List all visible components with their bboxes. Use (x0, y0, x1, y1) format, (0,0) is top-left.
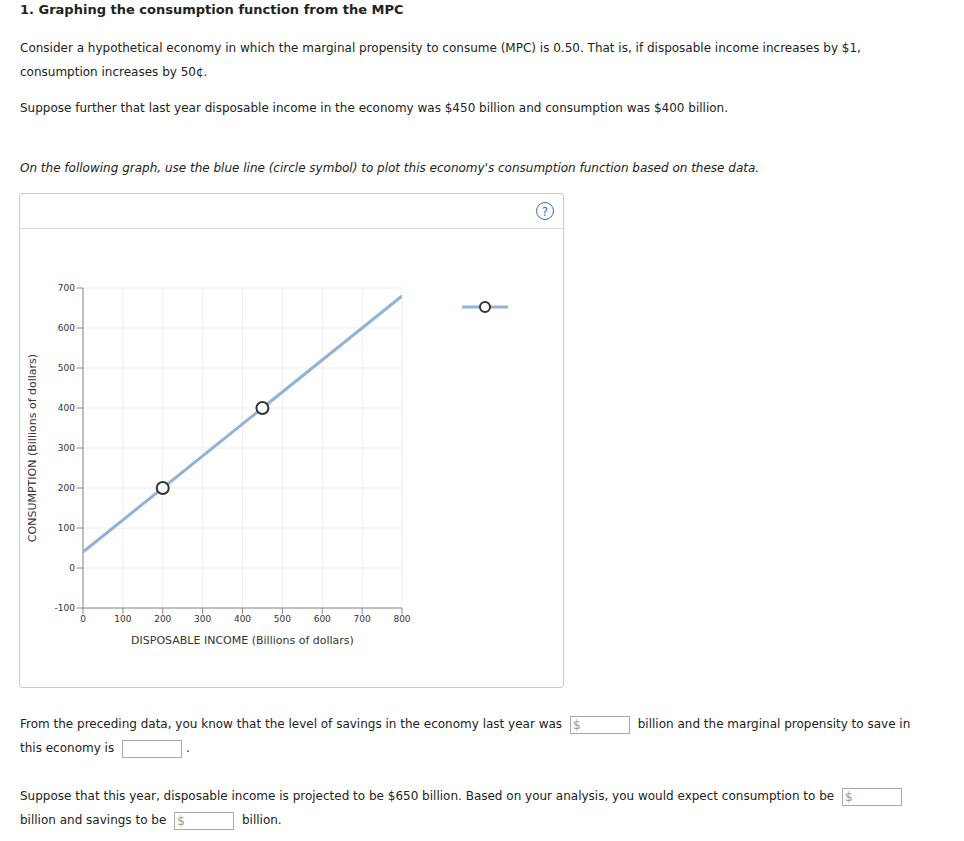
svg-text:100: 100 (58, 523, 75, 533)
svg-text:-100: -100 (55, 603, 76, 613)
svg-text:300: 300 (194, 614, 211, 624)
svg-text:300: 300 (58, 443, 75, 453)
svg-text:200: 200 (58, 483, 75, 493)
svg-text:0: 0 (69, 563, 75, 573)
svg-text:600: 600 (58, 323, 75, 333)
html-text:billion.: billion. (238, 813, 282, 827)
html-text:1. Graphing the consumption fu: 1. Graphing the consumption function fro… (20, 2, 404, 17)
svg-text:200: 200 (154, 614, 171, 624)
html-text:billion and savings to be: billion and savings to be (20, 813, 171, 827)
svg-text:500: 500 (58, 363, 75, 373)
html-text:Suppose further that last year: Suppose further that last year disposabl… (20, 101, 728, 115)
html-text:Consider a hypothetical econom: Consider a hypothetical economy in which… (20, 41, 861, 79)
svg-text:100: 100 (114, 614, 131, 624)
svg-text:400: 400 (58, 403, 75, 413)
html-text:Suppose that this year, dispos: Suppose that this year, disposable incom… (20, 789, 838, 803)
html-text:From the preceding data, you k: From the preceding data, you know that t… (20, 717, 566, 731)
svg-text:700: 700 (354, 614, 371, 624)
svg-text:CONSUMPTION (Billions of dolla: CONSUMPTION (Billions of dollars) (26, 354, 39, 542)
svg-text:700: 700 (58, 283, 75, 293)
html-text:On the following graph, use th: On the following graph, use the blue lin… (20, 161, 760, 175)
html-text:billion and the marginal prope: billion and the marginal propensity to s… (20, 717, 911, 755)
svg-text:0: 0 (80, 614, 86, 624)
svg-text:400: 400 (234, 614, 251, 624)
svg-text:DISPOSABLE INCOME (Billions of: DISPOSABLE INCOME (Billions of dollars) (131, 634, 354, 647)
svg-text:800: 800 (393, 614, 410, 624)
svg-text:600: 600 (314, 614, 331, 624)
svg-text:500: 500 (274, 614, 291, 624)
